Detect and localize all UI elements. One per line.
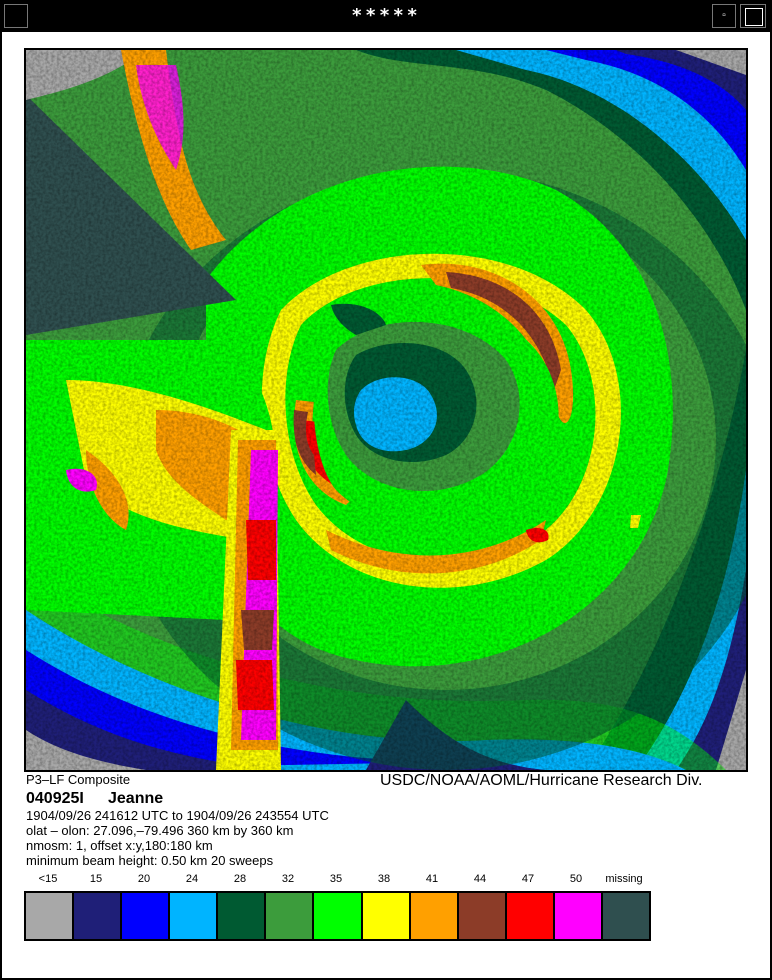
- legend-labels: <15 15 20 24 28 32 35 38 41 44 47 50 mis…: [24, 873, 651, 889]
- legend-swatch: [554, 893, 603, 939]
- credit-label: USDC/NOAA/AOML/Hurricane Research Div.: [380, 772, 703, 789]
- window-title: *****: [351, 5, 421, 26]
- legend-label: 38: [377, 873, 391, 885]
- legend-label: 41: [425, 873, 439, 885]
- legend-swatch: [122, 893, 171, 939]
- legend-swatch: [74, 893, 123, 939]
- legend-swatch: [506, 893, 555, 939]
- legend-swatch: [26, 893, 75, 939]
- maximize-button[interactable]: [740, 4, 766, 28]
- window-titlebar: ***** ▫: [0, 0, 772, 32]
- offset-info: nmosm: 1, offset x:y,180:180 km: [26, 838, 213, 853]
- legend-label: 35: [329, 873, 343, 885]
- maximize-icon: [745, 8, 763, 26]
- legend-swatch: [266, 893, 315, 939]
- legend-label: missing: [605, 873, 643, 885]
- window-menu-button[interactable]: [4, 4, 28, 28]
- radar-reflectivity-image: [24, 48, 748, 772]
- legend-label: 50: [569, 873, 583, 885]
- legend-label: 32: [281, 873, 295, 885]
- legend-swatch: [170, 893, 219, 939]
- legend-swatch: [218, 893, 267, 939]
- location-info: olat – olon: 27.096,–79.496 360 km by 36…: [26, 823, 294, 838]
- legend-label: 28: [233, 873, 247, 885]
- legend-label: 20: [137, 873, 151, 885]
- legend-label: <15: [38, 873, 58, 885]
- legend-label: 15: [89, 873, 103, 885]
- legend-color-bar: [24, 891, 651, 941]
- legend-swatch: [458, 893, 507, 939]
- time-range: 1904/09/26 241612 UTC to 1904/09/26 2435…: [26, 808, 329, 823]
- window-border-bottom: [0, 978, 772, 980]
- legend-label: 47: [521, 873, 535, 885]
- legend-swatch: [410, 893, 459, 939]
- beam-info: minimum beam height: 0.50 km 20 sweeps: [26, 853, 274, 868]
- legend-swatch: [314, 893, 363, 939]
- window-border-right: [770, 32, 772, 980]
- source-label: P3–LF Composite: [26, 772, 131, 787]
- legend-swatch: [602, 893, 650, 939]
- legend-label: 44: [473, 873, 487, 885]
- storm-id: 040925I: [26, 790, 84, 807]
- legend-label: 24: [185, 873, 199, 885]
- minimize-button[interactable]: ▫: [712, 4, 736, 28]
- storm-name: Jeanne: [108, 790, 164, 807]
- legend-swatch: [362, 893, 411, 939]
- window-border-left: [0, 32, 2, 980]
